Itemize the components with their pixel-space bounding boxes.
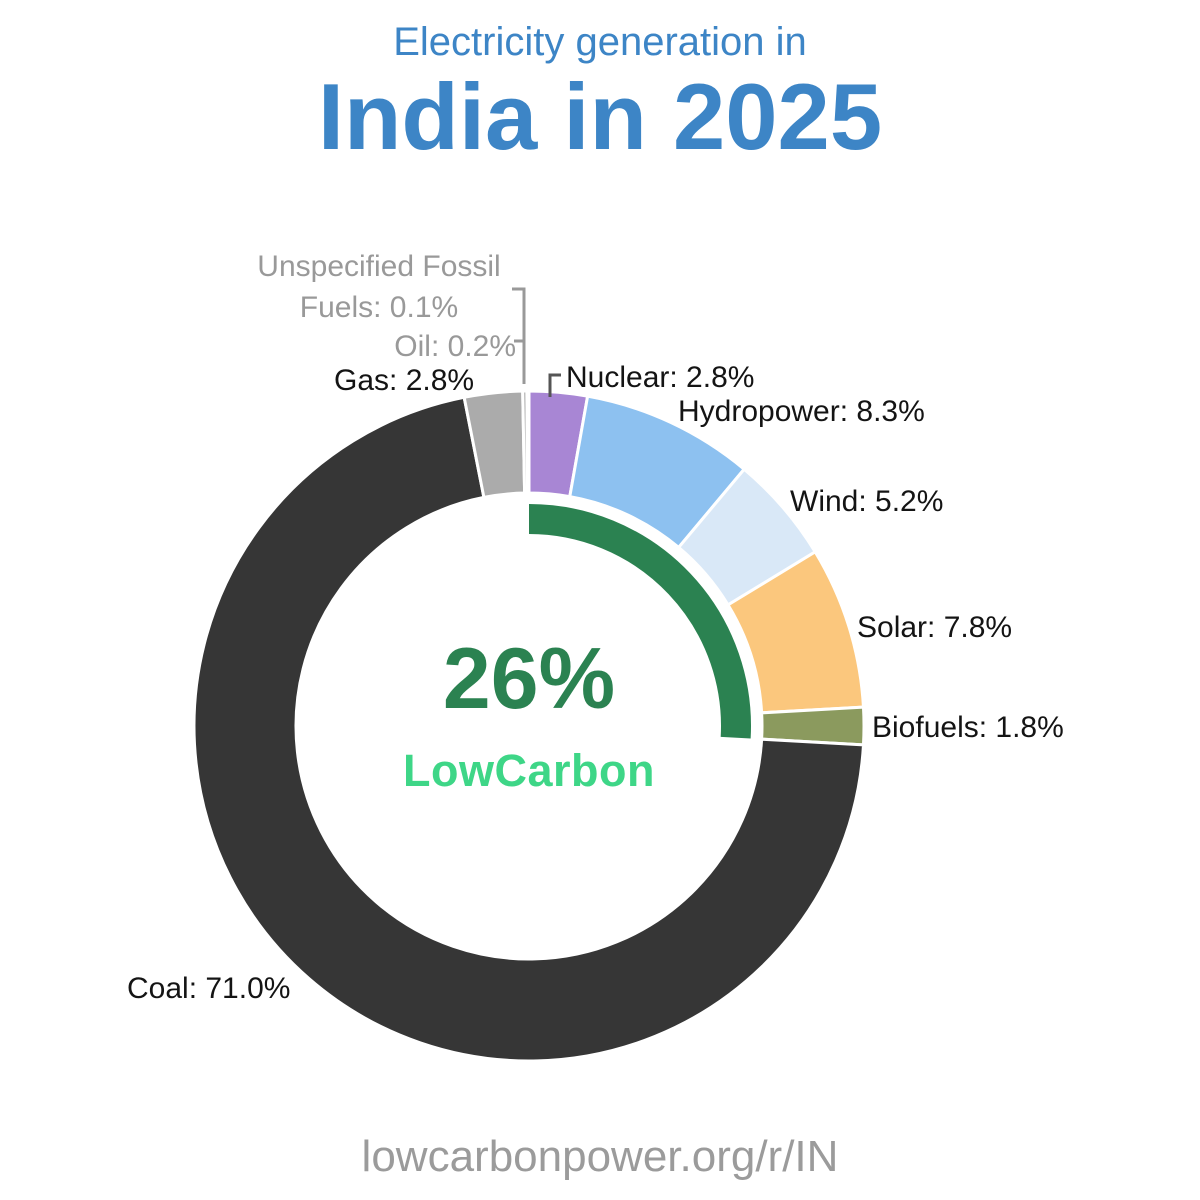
- low-carbon-brand: LowCarbon: [403, 745, 655, 796]
- page-subtitle: Electricity generation in: [393, 20, 807, 64]
- segment-label-hydropower: Hydropower: 8.3%: [678, 395, 925, 428]
- segment-label-coal: Coal: 71.0%: [127, 972, 291, 1005]
- segment-label-nuclear: Nuclear: 2.8%: [566, 361, 755, 394]
- segment-unspecified-fossil-fuels: [525, 389, 531, 495]
- donut-segments: [192, 389, 866, 1063]
- low-carbon-percent: 26%: [442, 631, 616, 727]
- low-carbon-arc: [528, 504, 751, 739]
- leader-unspecified-fossil-line: [512, 287, 526, 384]
- segment-label-oil: Oil: 0.2%: [394, 330, 516, 363]
- leader-nuclear-line: [548, 373, 561, 397]
- page-title: India in 2025: [317, 64, 883, 169]
- segment-label-wind: Wind: 5.2%: [790, 485, 944, 518]
- footer-url: lowcarbonpower.org/r/IN: [361, 1132, 839, 1181]
- segment-label-solar: Solar: 7.8%: [857, 611, 1013, 644]
- segment-coal: [192, 395, 866, 1063]
- segment-label-unspecified-fossil-fuels: Unspecified Fossil Fuels: 0.1%: [257, 250, 501, 325]
- segment-label-biofuels: Biofuels: 1.8%: [872, 711, 1064, 744]
- segment-label-gas: Gas: 2.8%: [334, 364, 475, 397]
